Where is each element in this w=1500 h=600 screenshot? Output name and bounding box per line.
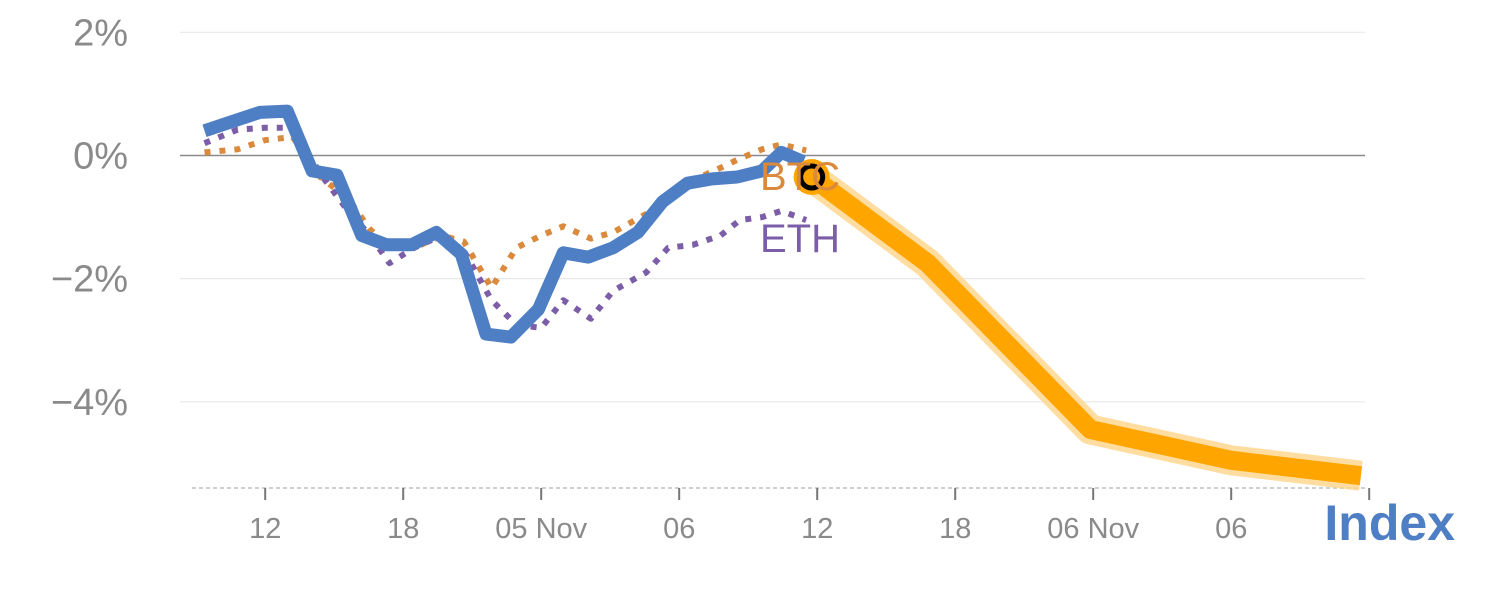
gridlines [180, 31, 1365, 403]
x-tick-label: 06 Nov [1047, 513, 1139, 545]
x-tick-label: 05 Nov [495, 513, 587, 545]
y-tick-label: 0% [73, 135, 128, 177]
y-axis-ticks: 2% 0% −2% −4% [51, 12, 128, 423]
eth-series-line [203, 124, 808, 331]
x-tick-label: 18 [939, 513, 971, 545]
x-tick-label: 06 [1215, 513, 1247, 545]
x-tick-label: 12 [249, 513, 281, 545]
current-point-marker [798, 163, 826, 191]
index-series-label: Index [1324, 495, 1455, 551]
series-labels: BTC ETH Index [760, 155, 1455, 551]
x-axis: 12 18 05 Nov 06 12 18 06 Nov 06 [192, 487, 1371, 545]
x-tick-label: 06 [663, 513, 695, 545]
index-series-line [202, 104, 806, 344]
y-tick-label: −2% [51, 259, 128, 301]
series-lines [202, 104, 1363, 491]
x-tick-label: 18 [387, 513, 419, 545]
btc-series-line [204, 134, 807, 291]
y-tick-label: −4% [51, 382, 128, 424]
btc-series-label: BTC [760, 155, 840, 199]
eth-series-label: ETH [760, 217, 840, 261]
y-tick-label: 2% [73, 12, 128, 54]
x-tick-label: 12 [801, 513, 833, 545]
forecast-line [806, 169, 1363, 486]
